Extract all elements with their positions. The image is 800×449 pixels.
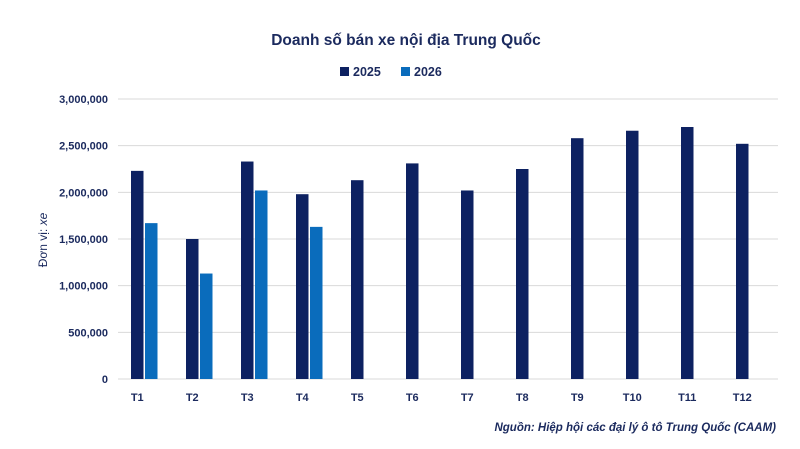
- bar-2025-t11: [681, 127, 694, 379]
- bar-2025-t2: [186, 239, 199, 379]
- y-tick-label: 3,000,000: [59, 94, 108, 106]
- bar-2025-t12: [736, 143, 749, 379]
- legend-swatch-2026: [401, 67, 410, 76]
- x-tick-label-t12: T12: [733, 392, 752, 404]
- x-tick-label-t7: T7: [461, 392, 474, 404]
- bar-2025-t7: [461, 190, 474, 379]
- legend-swatch-2025: [340, 67, 349, 76]
- x-tick-label-t9: T9: [571, 392, 584, 404]
- source-note: Nguồn: Hiệp hội các đại lý ô tô Trung Qu…: [494, 422, 776, 434]
- bar-2026-t3: [255, 190, 268, 379]
- y-tick-label: 2,000,000: [59, 187, 108, 199]
- y-tick-label: 1,000,000: [59, 281, 108, 293]
- legend: 2025 2026: [340, 65, 442, 79]
- legend-label-2025: 2025: [353, 65, 381, 79]
- bar-2026-t2: [200, 273, 213, 379]
- bar-2025-t1: [131, 170, 144, 379]
- gridlines: [118, 98, 778, 380]
- bar-2026-t4: [310, 226, 323, 379]
- chart-title: Doanh số bán xe nội địa Trung Quốc: [271, 32, 541, 49]
- x-tick-label-t8: T8: [516, 392, 529, 404]
- bar-2025-t5: [351, 180, 364, 379]
- y-tick-label: 500,000: [68, 327, 108, 339]
- x-tick-label-t3: T3: [241, 392, 254, 404]
- bar-2025-t6: [406, 163, 419, 379]
- y-tick-labels: 0 500,000 1,000,000 1,500,000 2,000,000 2,500…: [59, 94, 108, 386]
- y-tick-label: 0: [102, 374, 108, 386]
- y-axis-label-prefix: Đơn vị:: [36, 225, 50, 267]
- y-tick-label: 2,500,000: [59, 141, 108, 153]
- x-tick-label-t11: T11: [678, 392, 696, 404]
- x-tick-label-t1: T1: [131, 392, 144, 404]
- x-tick-label-t4: T4: [296, 392, 310, 404]
- x-tick-label-t2: T2: [186, 392, 199, 404]
- x-tick-label-t6: T6: [406, 392, 419, 404]
- bar-2025-t9: [571, 138, 584, 379]
- bar-2025-t8: [516, 169, 529, 379]
- bars: [131, 127, 749, 379]
- x-tick-label-t5: T5: [351, 392, 364, 404]
- x-tick-label-t10: T10: [623, 392, 642, 404]
- y-tick-label: 1,500,000: [59, 234, 108, 246]
- legend-label-2026: 2026: [414, 65, 442, 79]
- x-tick-labels: T1 T2 T3 T4 T5 T6 T7 T8 T9 T10 T11 T12: [131, 392, 752, 404]
- y-axis-label: Đơn vị: xe: [36, 212, 50, 267]
- bar-2025-t4: [296, 194, 309, 379]
- bar-2026-t1: [145, 223, 158, 379]
- bar-2025-t10: [626, 130, 639, 379]
- bar-2025-t3: [241, 161, 254, 379]
- y-axis-label-unit: xe: [36, 212, 50, 226]
